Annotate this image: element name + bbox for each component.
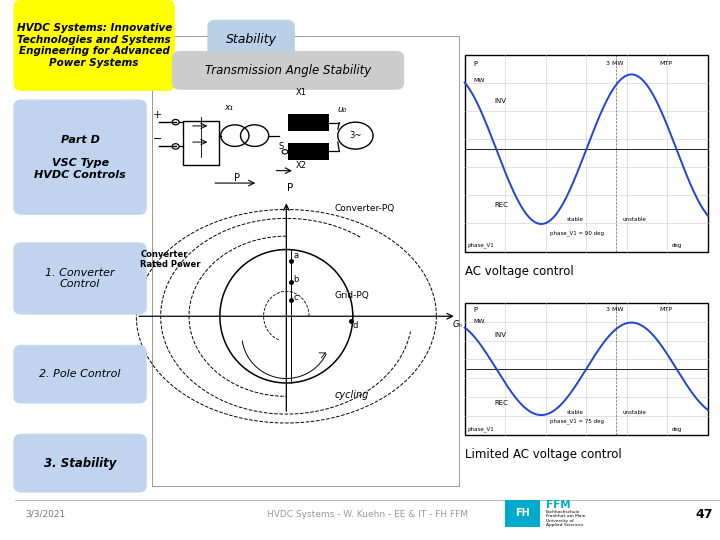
Bar [288,114,328,131]
Text: Transmission Angle Stability: Transmission Angle Stability [205,64,372,77]
Text: P: P [234,173,240,184]
Text: d: d [353,321,359,330]
Text: Converter-PQ: Converter-PQ [335,204,395,213]
Text: Grid-PQ: Grid-PQ [335,292,370,300]
Text: X2: X2 [296,161,307,170]
Text: 3/3/2021: 3/3/2021 [25,510,66,518]
Bar [464,303,708,435]
Text: deg: deg [672,242,682,248]
Text: a: a [293,252,299,260]
Text: HVDC Systems - W. Kuehn - EE & IT - FH FFM: HVDC Systems - W. Kuehn - EE & IT - FH F… [267,510,468,518]
Text: 3 MW: 3 MW [606,60,624,66]
Text: x₁: x₁ [225,103,234,112]
FancyBboxPatch shape [14,345,147,403]
Text: INV: INV [494,332,506,338]
Bar [464,55,708,252]
Text: P: P [287,184,293,193]
Text: X1: X1 [296,88,307,97]
Text: Stability: Stability [225,32,276,45]
Bar [153,36,459,486]
Text: stable: stable [567,217,584,222]
Text: Converter
Rated Power: Converter Rated Power [140,250,201,269]
Text: deg: deg [672,427,682,432]
Text: u₀: u₀ [337,105,346,114]
Text: b: b [293,275,299,285]
Text: 3~: 3~ [349,131,361,140]
Text: HVDC Systems: Innovative
Technologies and Systems
Engineering for Advanced
Power: HVDC Systems: Innovative Technologies an… [17,23,172,68]
FancyBboxPatch shape [14,242,147,315]
Text: P: P [473,60,477,66]
Text: Part D

VSC Type
HVDC Controls: Part D VSC Type HVDC Controls [35,135,126,180]
Text: phase_V1: phase_V1 [467,427,494,432]
Text: Limited AC voltage control: Limited AC voltage control [464,448,621,461]
Bar [288,143,328,160]
Text: stable: stable [567,410,584,415]
Text: 3 MW: 3 MW [606,307,624,312]
Text: 47: 47 [696,508,713,521]
Text: phase_V1 = 90 deg: phase_V1 = 90 deg [550,230,604,236]
FancyBboxPatch shape [172,51,404,90]
Text: 3. Stability: 3. Stability [44,457,116,470]
Text: MW: MW [473,319,485,323]
Text: FFM: FFM [546,501,570,510]
Text: AC voltage control: AC voltage control [464,265,574,278]
Text: MW: MW [473,78,485,83]
Text: REC: REC [494,400,508,406]
Text: REC: REC [494,202,508,208]
Text: Fachhochschule
Frankfurt am Main
University of
Applied Sciences: Fachhochschule Frankfurt am Main Univers… [546,510,585,528]
Text: cycling: cycling [335,390,369,400]
FancyBboxPatch shape [14,434,147,492]
Text: MTP: MTP [660,307,672,312]
Text: 2. Pole Control: 2. Pole Control [40,369,121,379]
Text: unstable: unstable [623,217,647,222]
Text: phase_V1 = 75 deg: phase_V1 = 75 deg [550,418,604,424]
Text: c: c [293,293,298,302]
Text: S: S [279,142,284,151]
Text: Gₙ: Gₙ [453,320,462,329]
FancyBboxPatch shape [14,0,175,91]
Bar [183,120,220,165]
Text: phase_V1: phase_V1 [467,242,494,248]
Text: INV: INV [494,98,506,104]
Text: FH: FH [516,508,530,518]
Text: unstable: unstable [623,410,647,415]
Text: +: + [153,110,162,120]
Bar [505,500,540,526]
Text: MTP: MTP [660,60,672,66]
Text: −: − [153,134,162,144]
Text: 1. Converter
Control: 1. Converter Control [45,268,115,289]
Text: P: P [473,307,477,313]
FancyBboxPatch shape [14,99,147,215]
FancyBboxPatch shape [207,19,294,58]
